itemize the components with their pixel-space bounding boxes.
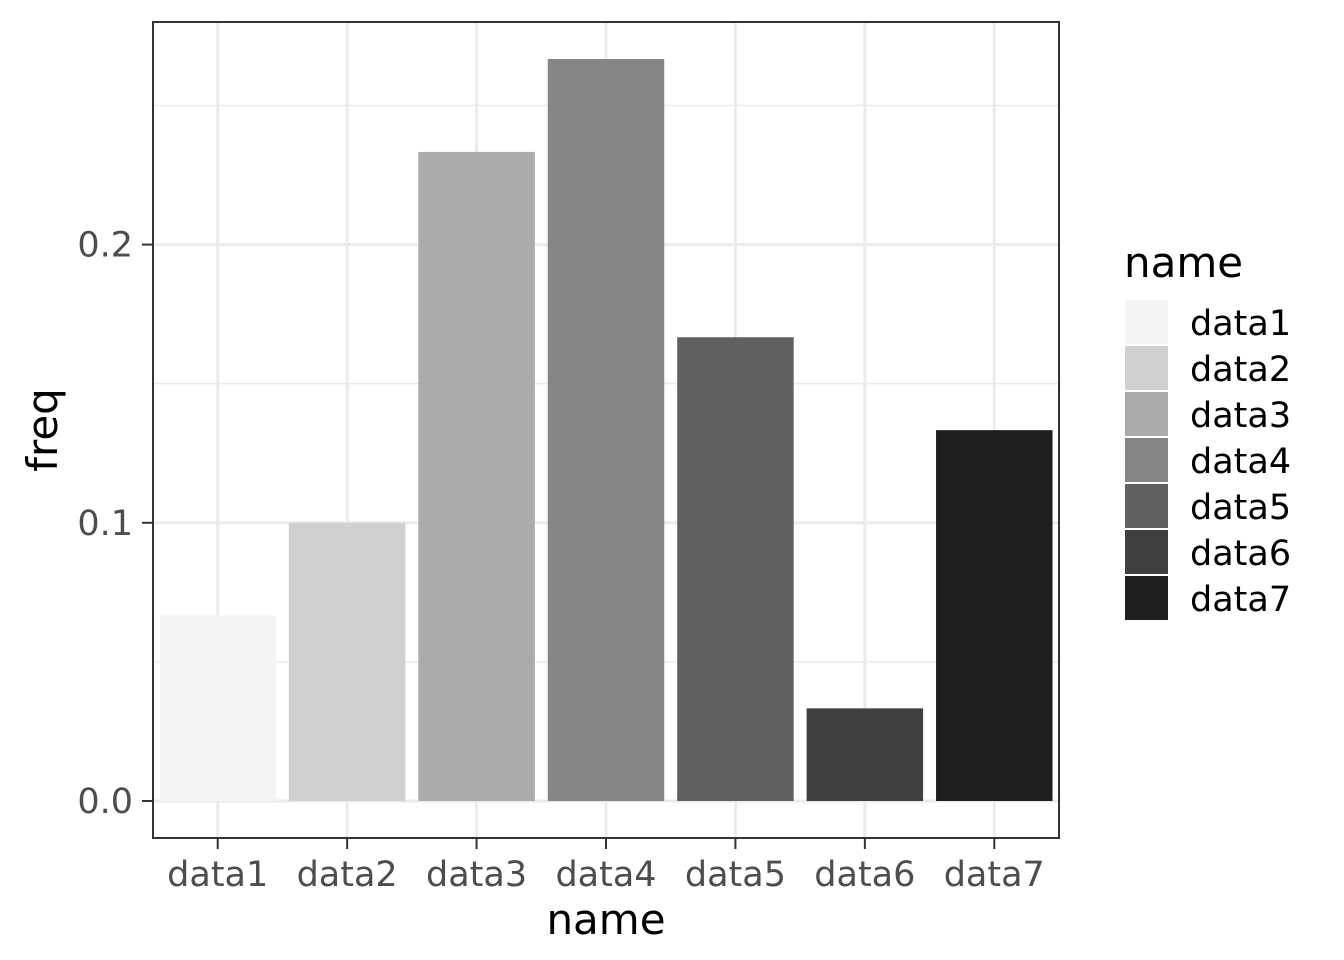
legend-title: name bbox=[1124, 238, 1243, 287]
legend-key-data1 bbox=[1125, 300, 1168, 344]
legend-label: data2 bbox=[1190, 350, 1291, 390]
bar-data6 bbox=[806, 708, 924, 801]
y-tick-label: 0.1 bbox=[77, 504, 133, 544]
x-tick-label: data7 bbox=[944, 855, 1045, 895]
x-tick-label: data3 bbox=[426, 855, 527, 895]
bar-data4 bbox=[547, 59, 665, 801]
bar-data7 bbox=[936, 430, 1053, 801]
x-tick-label: data2 bbox=[297, 855, 398, 895]
y-axis-title: freq bbox=[18, 388, 67, 472]
legend: name data1 data2 data3 data4 data5 data6 data7 bbox=[1124, 238, 1291, 620]
y-axis: 0.0 0.1 0.2 bbox=[77, 226, 153, 822]
x-axis-title: name bbox=[546, 895, 665, 944]
x-tick-label: data1 bbox=[167, 855, 268, 895]
legend-label: data5 bbox=[1190, 488, 1291, 528]
legend-label: data6 bbox=[1190, 534, 1291, 574]
legend-label: data3 bbox=[1190, 396, 1291, 436]
bar-data3 bbox=[418, 151, 535, 801]
y-tick-label: 0.2 bbox=[77, 226, 133, 266]
legend-key-data2 bbox=[1125, 346, 1168, 390]
legend-key-data7 bbox=[1125, 576, 1168, 620]
legend-key-data5 bbox=[1125, 484, 1168, 528]
legend-label: data4 bbox=[1190, 442, 1291, 482]
x-tick-label: data4 bbox=[555, 855, 656, 895]
bars bbox=[159, 59, 1053, 801]
legend-key-data4 bbox=[1125, 438, 1168, 482]
legend-label: data1 bbox=[1190, 304, 1291, 344]
bar-data2 bbox=[288, 522, 406, 801]
legend-label: data7 bbox=[1190, 580, 1291, 620]
bar-data1 bbox=[159, 615, 276, 801]
x-tick-label: data5 bbox=[685, 855, 786, 895]
legend-key-data3 bbox=[1125, 392, 1168, 436]
x-axis: data1 data2 data3 data4 data5 data6 data7 bbox=[167, 838, 1045, 895]
bar-data5 bbox=[677, 337, 794, 801]
y-tick-label: 0.0 bbox=[77, 782, 133, 822]
x-tick-label: data6 bbox=[814, 855, 915, 895]
legend-key-data6 bbox=[1125, 530, 1168, 574]
